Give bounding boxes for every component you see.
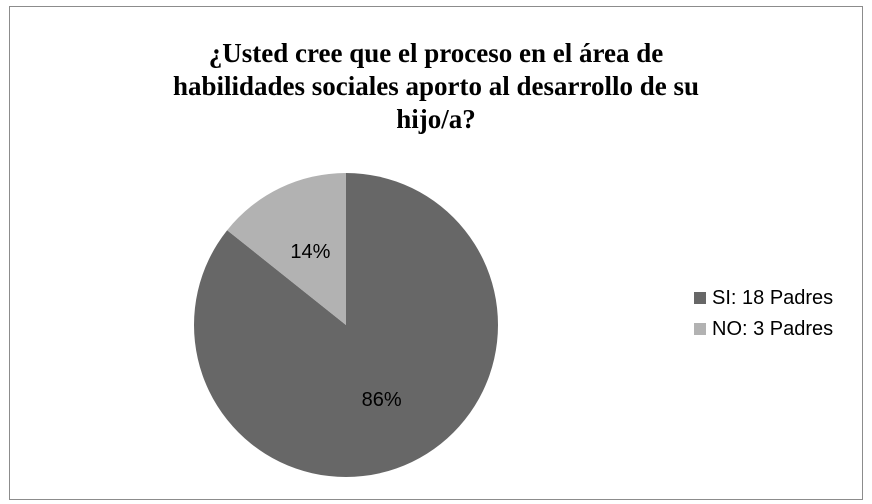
chart-legend: SI: 18 Padres NO: 3 Padres xyxy=(694,284,833,346)
chart-title: ¿Usted cree que el proceso en el área de… xyxy=(10,37,862,136)
chart-title-line-3: hijo/a? xyxy=(396,104,476,134)
data-label-no: 14% xyxy=(290,241,330,263)
legend-label-si: SI: 18 Padres xyxy=(712,286,834,309)
legend-item-si: SI: 18 Padres xyxy=(694,284,833,312)
chart-title-line-2: habilidades sociales aporto al desarroll… xyxy=(172,71,700,101)
legend-label-no: NO: 3 Padres xyxy=(712,317,834,340)
data-label-si: 86% xyxy=(362,389,402,411)
legend-swatch-si xyxy=(694,292,706,304)
legend-item-no: NO: 3 Padres xyxy=(694,315,833,343)
chart-title-line-1: ¿Usted cree que el proceso en el área de xyxy=(208,38,664,68)
legend-swatch-no xyxy=(694,323,706,335)
pie-slice-no xyxy=(227,173,346,325)
